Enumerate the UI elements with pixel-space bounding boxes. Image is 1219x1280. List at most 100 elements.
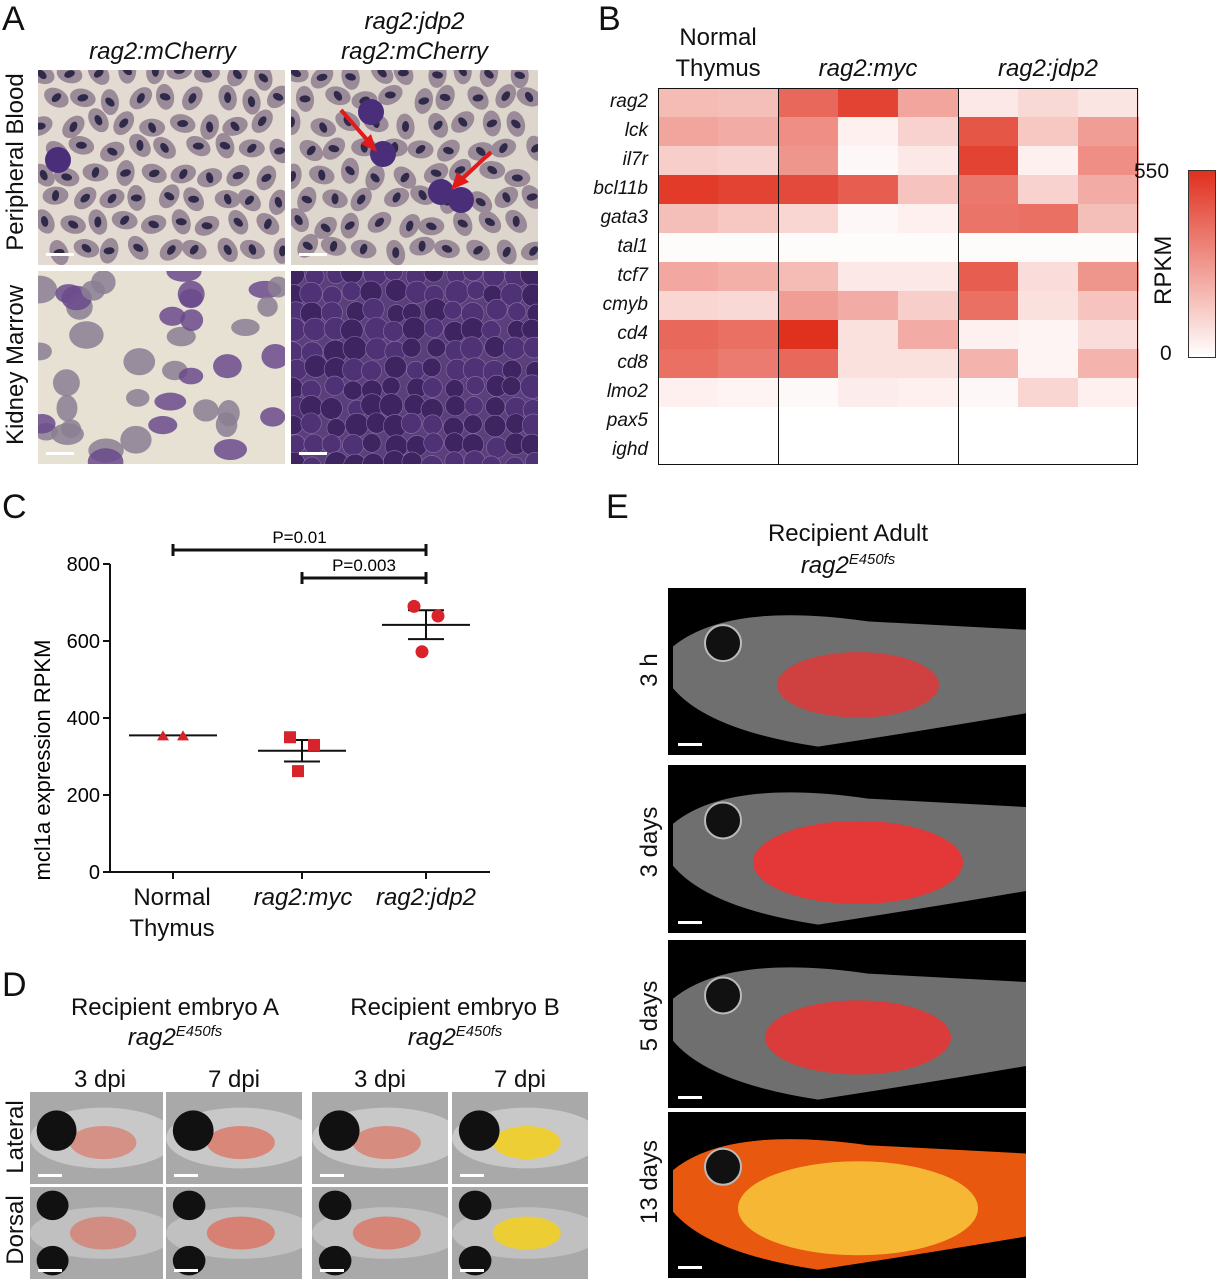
scale-bar — [299, 452, 327, 455]
heatmap-cell — [1018, 320, 1079, 350]
genotype-sup: E450fs — [175, 1024, 223, 1040]
red-blood-cell — [194, 70, 220, 83]
marrow-cell — [166, 326, 196, 347]
marrow-cell — [38, 342, 52, 361]
y-tick-label: 600 — [67, 631, 100, 653]
heatmap-cell — [1018, 407, 1079, 437]
heatmap-cell — [778, 146, 839, 176]
p-value-label: P=0.003 — [332, 556, 396, 575]
heatmap-cell — [1078, 233, 1139, 263]
marrow-cell — [383, 271, 404, 282]
red-blood-cell — [218, 84, 237, 111]
embryo-timepoint-b-7dpi: 7 dpi — [493, 1066, 547, 1093]
marrow-cell — [361, 360, 382, 382]
marrow-cell — [445, 395, 466, 417]
marrow-cell — [383, 320, 404, 342]
y-tick-label: 400 — [67, 708, 100, 730]
gene-label: tcf7 — [617, 264, 648, 286]
heatmap-cell — [898, 146, 959, 176]
red-blood-cell — [74, 186, 97, 210]
blast-cell — [428, 179, 454, 205]
blast-cell — [370, 141, 396, 167]
red-blood-cell — [325, 86, 351, 106]
heatmap-header-thymus: Thymus — [675, 55, 761, 82]
heatmap-cell — [718, 320, 779, 350]
red-blood-cell — [267, 85, 285, 109]
red-blood-cell — [466, 239, 490, 261]
heatmap-cell — [838, 407, 899, 437]
gene-label: cd4 — [617, 322, 648, 344]
red-blood-cell — [314, 216, 337, 239]
gene-label: lmo2 — [606, 380, 648, 402]
red-arrow-1 — [339, 108, 371, 144]
x-label-myc: rag2:myc — [253, 884, 353, 911]
red-blood-cell — [505, 209, 528, 233]
heatmap-cell — [718, 436, 779, 466]
marrow-cell — [463, 414, 483, 434]
red-blood-cell — [186, 135, 211, 157]
red-blood-cell — [44, 87, 69, 108]
red-blood-cell — [453, 211, 473, 237]
marrow-cell — [505, 456, 525, 464]
red-blood-cell — [140, 214, 167, 234]
heatmap-cell — [718, 175, 779, 205]
red-blood-cell — [423, 163, 449, 184]
red-blood-cell — [322, 189, 348, 209]
red-blood-cell — [183, 187, 204, 212]
red-blood-cell — [171, 209, 191, 235]
marrow-cell — [426, 338, 446, 358]
heatmap-cell — [958, 378, 1019, 408]
red-blood-cell — [322, 137, 346, 160]
red-blood-cell — [482, 110, 501, 137]
red-blood-cell — [166, 70, 193, 80]
heatmap-cell — [778, 320, 839, 350]
embryo-lateral-image — [312, 1092, 448, 1184]
red-blood-cell — [428, 113, 449, 138]
red-blood-cell — [479, 70, 499, 88]
marrow-cell — [406, 361, 426, 380]
gene-label: tal1 — [617, 235, 648, 257]
red-blood-cell — [60, 215, 86, 234]
heatmap-cell — [838, 378, 899, 408]
heatmap-cell — [838, 175, 899, 205]
red-blood-cell — [268, 189, 285, 215]
marrow-cell — [180, 309, 204, 332]
marrow-cell — [486, 298, 508, 321]
heatmap-cell — [1078, 320, 1139, 350]
red-blood-cell — [310, 118, 336, 137]
y-tick-label: 200 — [67, 785, 100, 807]
heatmap-cell — [658, 233, 719, 263]
y-tick-label: 0 — [89, 862, 100, 884]
red-blood-cell — [87, 70, 110, 85]
marrow-cell — [402, 316, 426, 341]
red-blood-cell — [521, 185, 538, 209]
heatmap-cell — [898, 262, 959, 292]
marrow-cell — [507, 302, 527, 322]
heatmap-cell — [1018, 349, 1079, 379]
red-blood-cell — [378, 84, 403, 106]
gene-label: il7r — [622, 148, 648, 170]
red-blood-cell — [88, 108, 109, 133]
marrow-cell — [179, 288, 203, 309]
micrograph-marrow-control — [38, 271, 285, 464]
red-blood-cell — [299, 139, 323, 162]
red-blood-cell — [155, 83, 175, 110]
gene-label: cmyb — [602, 293, 648, 315]
panel-c-letter: C — [2, 488, 27, 526]
heatmap-cell — [1018, 146, 1079, 176]
marrow-cell — [299, 281, 323, 306]
red-blood-cell — [434, 239, 460, 259]
marrow-cell — [401, 337, 422, 358]
scale-bar — [46, 253, 74, 256]
red-blood-cell — [182, 86, 203, 111]
gene-label: bcl11b — [593, 177, 648, 199]
red-blood-cell — [251, 109, 273, 133]
red-blood-cell — [399, 214, 421, 238]
scale-bar — [46, 452, 74, 455]
heatmap-cell — [898, 204, 959, 234]
marrow-cell — [521, 318, 538, 340]
gene-label: lck — [624, 119, 648, 141]
marrow-cell — [120, 425, 152, 454]
data-point — [292, 765, 304, 778]
red-blood-cell — [504, 168, 531, 187]
